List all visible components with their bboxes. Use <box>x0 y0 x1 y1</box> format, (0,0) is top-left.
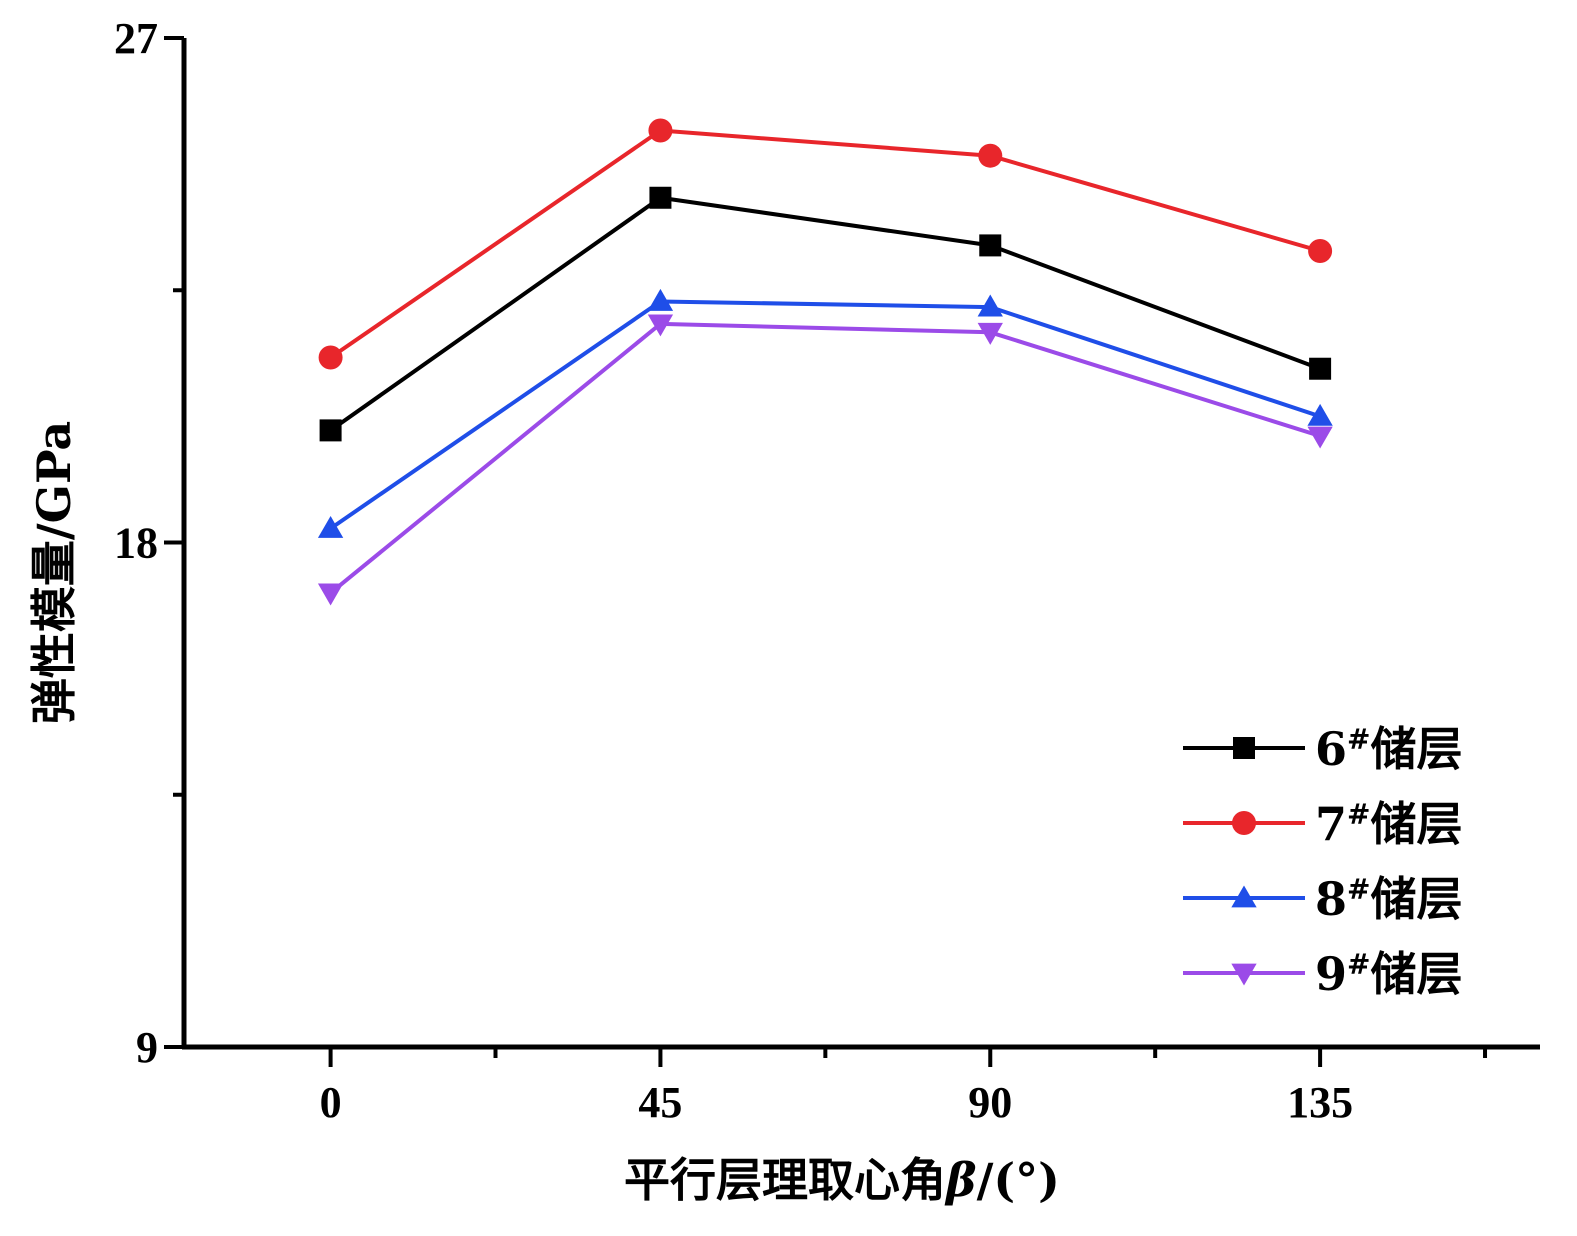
x-tick-label: 0 <box>320 1078 342 1127</box>
data-point-7-135 <box>1308 239 1333 264</box>
data-point-7-45 <box>648 118 673 143</box>
legend-label-6: 6#储层 <box>1315 722 1462 776</box>
series-layer <box>317 118 1333 606</box>
data-point-6-0 <box>319 419 342 442</box>
series-6 <box>319 186 1332 442</box>
data-point-9-45 <box>647 314 674 337</box>
labels-layer: 9 18 27 0 45 90 135 平行层理取心角β/(°) 弹性模量/GPa <box>27 14 1353 1207</box>
data-point-6-135 <box>1309 357 1332 380</box>
data-point-9-135 <box>1307 426 1333 449</box>
legend-layer: 6#储层 7#储层 8#储层 9#储层 <box>1183 722 1462 1001</box>
x-axis-title: 平行层理取心角β/(°) <box>624 1153 1060 1207</box>
axes-layer <box>164 36 1540 1067</box>
x-tick-label: 135 <box>1287 1078 1353 1127</box>
data-point-6-45 <box>649 186 672 209</box>
data-point-8-135 <box>1307 403 1333 426</box>
y-tick-label: 9 <box>136 1023 158 1072</box>
legend-marker-8 <box>1231 885 1257 908</box>
legend-marker-6 <box>1233 737 1255 759</box>
y-tick-label: 27 <box>114 14 158 63</box>
x-tick-label: 90 <box>968 1078 1012 1127</box>
data-point-7-0 <box>318 345 343 370</box>
data-point-7-90 <box>978 143 1003 168</box>
data-point-8-90 <box>977 294 1003 317</box>
legend-item-8: 8#储层 <box>1183 872 1462 926</box>
legend-label-8: 8#储层 <box>1315 872 1462 926</box>
data-point-6-90 <box>979 234 1002 257</box>
legend-label-7: 7#储层 <box>1315 797 1462 851</box>
legend-item-6: 6#储层 <box>1183 722 1462 776</box>
legend-item-7: 7#储层 <box>1183 797 1462 851</box>
legend-label-9: 9#储层 <box>1315 947 1462 1001</box>
series-line-6 <box>329 195 1321 433</box>
series-7 <box>318 118 1333 370</box>
data-point-9-90 <box>977 322 1003 345</box>
series-8 <box>317 288 1333 538</box>
data-point-8-45 <box>647 288 674 311</box>
series-9 <box>317 314 1333 606</box>
data-point-8-0 <box>317 515 344 538</box>
series-line-8 <box>329 299 1321 531</box>
x-tick-label: 45 <box>638 1078 682 1127</box>
data-point-9-0 <box>317 583 344 606</box>
legend-marker-7 <box>1232 811 1256 835</box>
legend-marker-9 <box>1231 963 1257 986</box>
legend-item-9: 9#储层 <box>1183 947 1462 1001</box>
series-line-9 <box>329 321 1321 595</box>
y-axis-title: 弹性模量/GPa <box>27 421 81 724</box>
series-line-7 <box>329 128 1321 360</box>
y-tick-label: 18 <box>114 519 158 568</box>
